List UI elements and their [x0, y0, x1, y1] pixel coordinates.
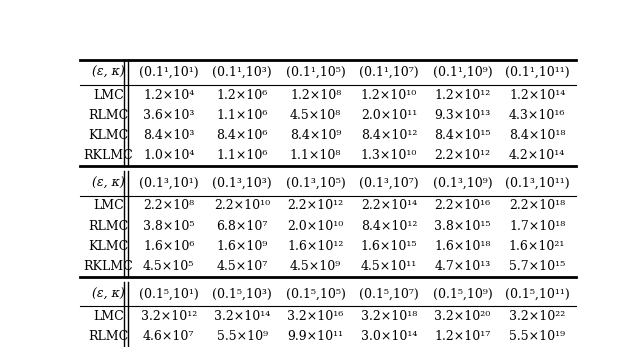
Text: 1.6×10⁹: 1.6×10⁹ — [216, 240, 268, 253]
Text: 1.1×10⁸: 1.1×10⁸ — [290, 150, 341, 162]
Text: 4.5×10⁸: 4.5×10⁸ — [290, 109, 341, 122]
Text: (0.1¹,10³): (0.1¹,10³) — [212, 66, 272, 79]
Text: 3.8×10¹⁵: 3.8×10¹⁵ — [434, 220, 491, 232]
Text: (0.1³,10⁹): (0.1³,10⁹) — [433, 177, 492, 190]
Text: (0.1⁵,10⁹): (0.1⁵,10⁹) — [433, 287, 492, 301]
Text: 6.8×10⁷: 6.8×10⁷ — [216, 220, 268, 232]
Text: (0.1³,10⁷): (0.1³,10⁷) — [359, 177, 419, 190]
Text: 1.6×10¹⁵: 1.6×10¹⁵ — [361, 240, 417, 253]
Text: 8.4×10⁶: 8.4×10⁶ — [216, 129, 268, 142]
Text: (0.1³,10¹): (0.1³,10¹) — [139, 177, 198, 190]
Text: 1.7×10¹⁸: 1.7×10¹⁸ — [509, 220, 565, 232]
Text: 8.4×10¹⁵: 8.4×10¹⁵ — [434, 129, 491, 142]
Text: 1.2×10¹²: 1.2×10¹² — [435, 88, 490, 102]
Text: (0.1³,10⁵): (0.1³,10⁵) — [285, 177, 346, 190]
Text: 1.6×10¹²: 1.6×10¹² — [287, 240, 344, 253]
Text: 3.6×10³: 3.6×10³ — [143, 109, 195, 122]
Text: 3.0×10¹⁴: 3.0×10¹⁴ — [361, 330, 417, 343]
Text: 1.6×10¹⁸: 1.6×10¹⁸ — [434, 240, 491, 253]
Text: 1.2×10¹⁴: 1.2×10¹⁴ — [509, 88, 565, 102]
Text: 5.5×10⁹: 5.5×10⁹ — [216, 330, 268, 343]
Text: 2.2×10⁸: 2.2×10⁸ — [143, 199, 195, 212]
Text: (ε, κ): (ε, κ) — [92, 177, 125, 190]
Text: 2.2×10¹⁸: 2.2×10¹⁸ — [509, 199, 565, 212]
Text: 4.2×10¹⁴: 4.2×10¹⁴ — [509, 150, 565, 162]
Text: 2.2×10¹²: 2.2×10¹² — [435, 150, 490, 162]
Text: 2.0×10¹⁰: 2.0×10¹⁰ — [287, 220, 344, 232]
Text: 1.3×10¹⁰: 1.3×10¹⁰ — [361, 150, 417, 162]
Text: (0.1⁵,10¹¹): (0.1⁵,10¹¹) — [505, 287, 570, 301]
Text: (ε, κ): (ε, κ) — [92, 287, 125, 301]
Text: 1.2×10⁶: 1.2×10⁶ — [216, 88, 268, 102]
Text: 8.4×10⁹: 8.4×10⁹ — [290, 129, 341, 142]
Text: (0.1³,10¹¹): (0.1³,10¹¹) — [505, 177, 570, 190]
Text: 3.2×10¹⁴: 3.2×10¹⁴ — [214, 310, 270, 323]
Text: (0.1³,10³): (0.1³,10³) — [212, 177, 272, 190]
Text: 2.2×10¹²: 2.2×10¹² — [287, 199, 344, 212]
Text: 3.2×10²⁰: 3.2×10²⁰ — [435, 310, 490, 323]
Text: 3.2×10¹⁶: 3.2×10¹⁶ — [287, 310, 344, 323]
Text: (0.1⁵,10¹): (0.1⁵,10¹) — [139, 287, 198, 301]
Text: 2.2×10¹⁰: 2.2×10¹⁰ — [214, 199, 270, 212]
Text: 8.4×10¹²: 8.4×10¹² — [361, 220, 417, 232]
Text: LMC: LMC — [93, 310, 124, 323]
Text: (ε, κ): (ε, κ) — [92, 66, 125, 79]
Text: (0.1⁵,10⁵): (0.1⁵,10⁵) — [285, 287, 346, 301]
Text: 4.3×10¹⁶: 4.3×10¹⁶ — [509, 109, 565, 122]
Text: (0.1⁵,10⁷): (0.1⁵,10⁷) — [359, 287, 419, 301]
Text: 4.6×10⁷: 4.6×10⁷ — [143, 330, 195, 343]
Text: 1.2×10¹⁰: 1.2×10¹⁰ — [361, 88, 417, 102]
Text: 8.4×10¹⁸: 8.4×10¹⁸ — [509, 129, 565, 142]
Text: 1.6×10⁶: 1.6×10⁶ — [143, 240, 195, 253]
Text: 3.2×10²²: 3.2×10²² — [509, 310, 565, 323]
Text: 1.2×10⁸: 1.2×10⁸ — [290, 88, 341, 102]
Text: (0.1¹,10⁷): (0.1¹,10⁷) — [359, 66, 419, 79]
Text: 2.2×10¹⁴: 2.2×10¹⁴ — [361, 199, 417, 212]
Text: RKLMC: RKLMC — [84, 150, 133, 162]
Text: (0.1¹,10⁹): (0.1¹,10⁹) — [433, 66, 492, 79]
Text: RLMC: RLMC — [88, 330, 129, 343]
Text: 4.5×10⁷: 4.5×10⁷ — [216, 260, 268, 273]
Text: 5.7×10¹⁵: 5.7×10¹⁵ — [509, 260, 565, 273]
Text: 3.2×10¹⁸: 3.2×10¹⁸ — [361, 310, 417, 323]
Text: 4.7×10¹³: 4.7×10¹³ — [435, 260, 490, 273]
Text: 8.4×10¹²: 8.4×10¹² — [361, 129, 417, 142]
Text: 2.2×10¹⁶: 2.2×10¹⁶ — [435, 199, 490, 212]
Text: 1.0×10⁴: 1.0×10⁴ — [143, 150, 195, 162]
Text: RLMC: RLMC — [88, 109, 129, 122]
Text: 5.5×10¹⁹: 5.5×10¹⁹ — [509, 330, 565, 343]
Text: 3.8×10⁵: 3.8×10⁵ — [143, 220, 195, 232]
Text: 2.0×10¹¹: 2.0×10¹¹ — [361, 109, 417, 122]
Text: 9.3×10¹³: 9.3×10¹³ — [435, 109, 490, 122]
Text: LMC: LMC — [93, 199, 124, 212]
Text: (0.1¹,10¹¹): (0.1¹,10¹¹) — [505, 66, 570, 79]
Text: 1.1×10⁶: 1.1×10⁶ — [216, 150, 268, 162]
Text: 1.6×10²¹: 1.6×10²¹ — [509, 240, 565, 253]
Text: RKLMC: RKLMC — [84, 260, 133, 273]
Text: KLMC: KLMC — [88, 129, 129, 142]
Text: (0.1¹,10⁵): (0.1¹,10⁵) — [285, 66, 346, 79]
Text: (0.1⁵,10³): (0.1⁵,10³) — [212, 287, 272, 301]
Text: 1.2×10¹⁷: 1.2×10¹⁷ — [435, 330, 490, 343]
Text: KLMC: KLMC — [88, 240, 129, 253]
Text: 1.2×10⁴: 1.2×10⁴ — [143, 88, 195, 102]
Text: 8.4×10³: 8.4×10³ — [143, 129, 195, 142]
Text: RLMC: RLMC — [88, 220, 129, 232]
Text: 1.1×10⁶: 1.1×10⁶ — [216, 109, 268, 122]
Text: 9.9×10¹¹: 9.9×10¹¹ — [287, 330, 344, 343]
Text: 3.2×10¹²: 3.2×10¹² — [141, 310, 197, 323]
Text: LMC: LMC — [93, 88, 124, 102]
Text: 4.5×10⁹: 4.5×10⁹ — [290, 260, 341, 273]
Text: 4.5×10¹¹: 4.5×10¹¹ — [361, 260, 417, 273]
Text: 4.5×10⁵: 4.5×10⁵ — [143, 260, 195, 273]
Text: (0.1¹,10¹): (0.1¹,10¹) — [139, 66, 198, 79]
